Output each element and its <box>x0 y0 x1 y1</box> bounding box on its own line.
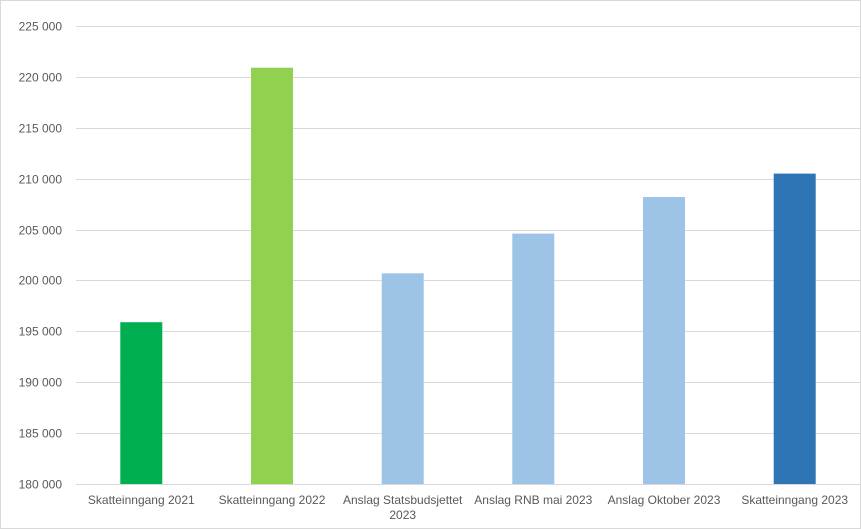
y-tick-label: 215 000 <box>19 122 63 136</box>
x-category-label: Anslag RNB mai 2023 <box>474 493 592 507</box>
x-category-label-line: Anslag Oktober 2023 <box>608 493 721 507</box>
y-tick-label: 200 000 <box>19 274 63 288</box>
y-tick-label: 225 000 <box>19 20 63 34</box>
x-category-label-line: Anslag RNB mai 2023 <box>474 493 592 507</box>
x-category-label-line: Skatteinngang 2023 <box>741 493 848 507</box>
y-tick-label: 205 000 <box>19 224 63 238</box>
y-tick-label: 190 000 <box>19 376 63 390</box>
x-category-label-line: Skatteinngang 2022 <box>219 493 326 507</box>
bar <box>773 173 816 484</box>
bar <box>120 322 163 484</box>
x-category-label-line: 2023 <box>389 508 416 522</box>
y-tick-label: 210 000 <box>19 173 63 187</box>
x-category-label-line: Anslag Statsbudsjettet <box>343 493 463 507</box>
bar <box>512 233 555 484</box>
y-tick-label: 180 000 <box>19 478 63 492</box>
x-category-label: Anslag Statsbudsjettet 2023 <box>343 493 463 522</box>
bar <box>381 273 424 484</box>
x-axis-category-labels: Skatteinngang 2021 Skatteinngang 2022 Ansl… <box>88 493 848 522</box>
x-category-label: Anslag Oktober 2023 <box>608 493 721 507</box>
y-tick-label: 195 000 <box>19 325 63 339</box>
grid-lines <box>76 26 860 485</box>
bar <box>251 67 293 484</box>
x-category-label: Skatteinngang 2021 <box>88 493 195 507</box>
x-category-label: Skatteinngang 2022 <box>219 493 326 507</box>
x-category-label: Skatteinngang 2023 <box>741 493 848 507</box>
x-category-label-line: Skatteinngang 2021 <box>88 493 195 507</box>
bar <box>643 197 685 484</box>
y-axis-tick-labels: 180 000 185 000 190 000 195 000 200 000 205 0… <box>19 20 63 492</box>
y-tick-label: 220 000 <box>19 71 63 85</box>
bars <box>120 67 816 484</box>
y-tick-label: 185 000 <box>19 427 63 441</box>
